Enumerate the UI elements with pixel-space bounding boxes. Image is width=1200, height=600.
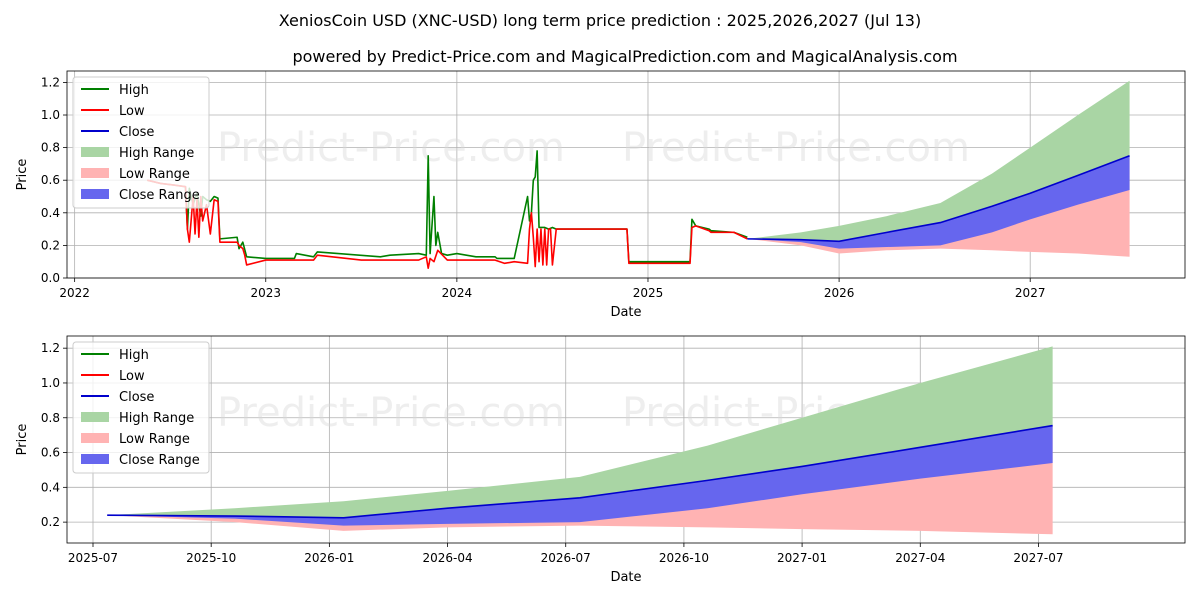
top-panel: 2022 2023 2024 2025 2026 2027 0.0 0.2 0.4 0.6 0.8 1… [15, 70, 1186, 320]
y-tick-label: 0.4 [41, 480, 60, 494]
axes-frame [66, 335, 1186, 544]
y-tick-label: 0.6 [41, 173, 60, 187]
y-tick-label: 0.0 [41, 271, 60, 285]
x-tick-label: 2027-01 [777, 551, 827, 565]
legend-swatch-close-range [81, 454, 109, 464]
legend-label: High [119, 348, 149, 363]
legend-label: Close [119, 390, 154, 405]
close-range-area [747, 155, 1130, 249]
x-axis-label: Date [610, 305, 641, 320]
y-tick-label: 0.2 [41, 515, 60, 529]
legend-label: Low [119, 104, 145, 119]
bottom-panel: 2025-07 2025-10 2026-01 2026-04 2026-07 2026-… [15, 335, 1186, 585]
y-tick-label: 0.8 [41, 411, 60, 425]
y-tick-label: 0.4 [41, 206, 60, 220]
legend-label: High [119, 83, 149, 98]
y-tick-label: 1.0 [41, 108, 60, 122]
legend-label: Close Range [119, 188, 200, 203]
close-range-area [107, 425, 1053, 526]
y-tick-label: 1.0 [41, 376, 60, 390]
legend-swatch-high-range [81, 412, 109, 422]
x-tick-label: 2026-01 [304, 551, 354, 565]
legend-label: Close [119, 125, 154, 140]
low-line [147, 179, 748, 270]
x-tick-label: 2027-04 [895, 551, 945, 565]
legend-swatch-high-range [81, 147, 109, 157]
legend-label: Low Range [119, 167, 190, 182]
plot-area [107, 346, 1053, 535]
legend-label: High Range [119, 411, 194, 426]
axes-frame [66, 70, 1186, 279]
legend-swatch-low-range [81, 433, 109, 443]
x-tick-label: 2027-07 [1013, 551, 1063, 565]
chart-subtitle: powered by Predict-Price.com and Magical… [292, 47, 957, 66]
x-tick-label: 2025-07 [68, 551, 118, 565]
legend-label: Low Range [119, 432, 190, 447]
x-tick-label: 2025-10 [186, 551, 236, 565]
x-tick-label: 2024 [442, 286, 473, 300]
close-line [747, 155, 1130, 243]
y-axis-label: Price [15, 159, 30, 191]
watermark: Predict-Price.com [217, 125, 565, 171]
x-tick-label: 2026-10 [659, 551, 709, 565]
plot-area [147, 80, 1130, 270]
watermark: Predict-Price.com [622, 125, 970, 171]
legend-label: High Range [119, 146, 194, 161]
chart-title: XeniosCoin USD (XNC-USD) long term price… [279, 11, 921, 30]
legend-swatch-low-range [81, 168, 109, 178]
x-tick-label: 2025 [633, 286, 664, 300]
x-tick-label: 2026 [824, 286, 855, 300]
y-tick-label: 0.2 [41, 238, 60, 252]
y-tick-label: 1.2 [41, 341, 60, 355]
low-range-area [107, 425, 1053, 535]
high-range-area [107, 346, 1053, 518]
x-tick-label: 2026-04 [422, 551, 472, 565]
watermark: Predict-Price.com [217, 390, 565, 436]
legend-label: Low [119, 369, 145, 384]
legend-swatch-close-range [81, 189, 109, 199]
x-tick-label: 2027 [1015, 286, 1046, 300]
x-tick-label: 2023 [250, 286, 281, 300]
y-axis-label: Price [15, 424, 30, 456]
close-line [107, 424, 1053, 519]
high-range-area [747, 80, 1130, 242]
y-tick-label: 0.6 [41, 446, 60, 460]
x-tick-label: 2026-07 [541, 551, 591, 565]
x-tick-label: 2022 [59, 286, 90, 300]
low-range-area [747, 155, 1130, 257]
y-tick-label: 1.2 [41, 75, 60, 89]
legend-label: Close Range [119, 453, 200, 468]
y-tick-label: 0.8 [41, 141, 60, 155]
x-axis-label: Date [610, 570, 641, 585]
